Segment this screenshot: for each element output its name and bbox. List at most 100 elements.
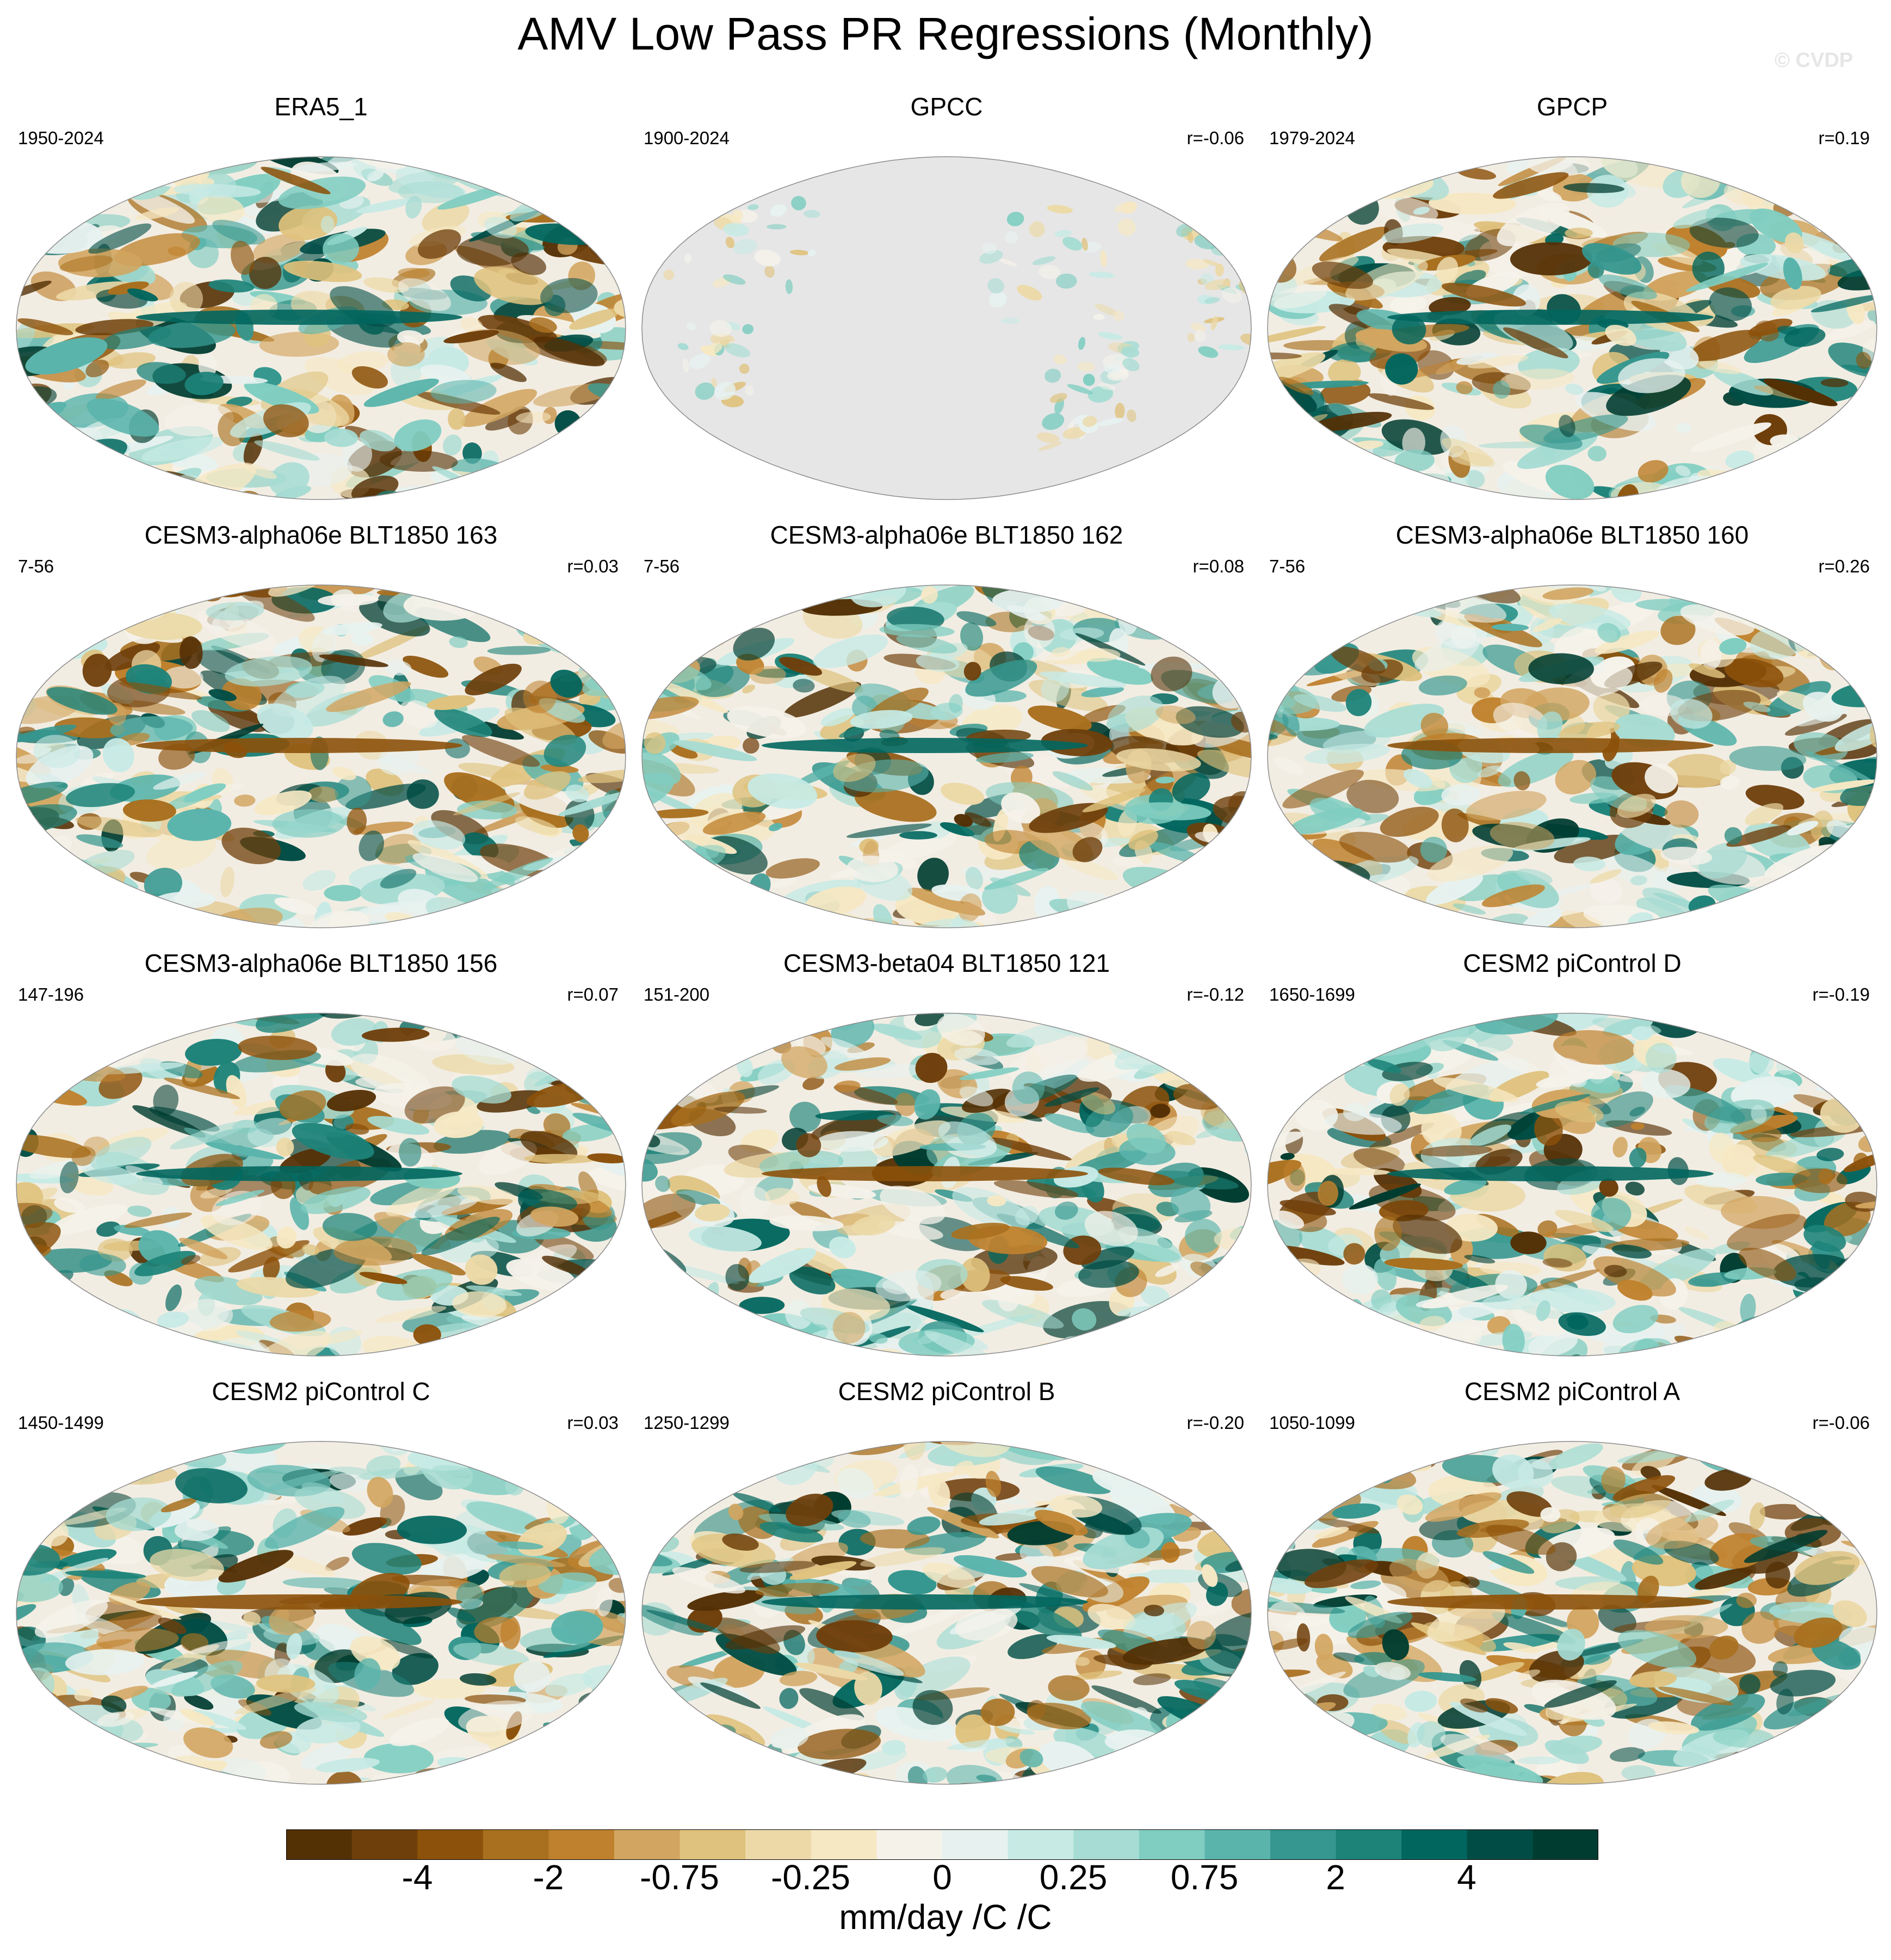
colorbar-swatch <box>1532 1829 1598 1860</box>
panel-title: GPCP <box>1536 93 1608 121</box>
panel-title: CESM2 piControl D <box>1463 949 1682 977</box>
map-outline <box>16 1441 626 1785</box>
panel-title: CESM2 piControl A <box>1464 1377 1680 1406</box>
robinson-map <box>16 1441 626 1785</box>
panel-period: 147-196 <box>18 984 84 1004</box>
robinson-map <box>1267 584 1877 928</box>
copyright-watermark: © CVDP <box>1775 49 1853 72</box>
map-outline <box>1267 156 1877 500</box>
robinson-map <box>1267 1013 1877 1357</box>
map-outline <box>1267 1441 1877 1785</box>
precip-regression-field <box>16 1013 626 1356</box>
map-panel: GPCC 1900-2024 r=-0.06 <box>634 91 1259 521</box>
robinson-map <box>1267 1441 1877 1785</box>
map-outline <box>641 156 1252 500</box>
map-panel: CESM3-alpha06e BLT1850 162 7-56 r=0.08 <box>634 520 1259 950</box>
panel-correlation: r=-0.20 <box>1186 1413 1244 1433</box>
colorbar-tick-label: 4 <box>1457 1858 1476 1897</box>
colorbar-swatch <box>745 1829 812 1860</box>
panel-title: ERA5_1 <box>274 93 368 121</box>
panel-correlation: r=-0.19 <box>1812 984 1870 1004</box>
colorbar-swatch <box>548 1829 615 1860</box>
colorbar-swatch <box>1008 1829 1074 1860</box>
colorbar-swatch <box>1467 1829 1533 1860</box>
colorbar-tick-label: 0.75 <box>1170 1858 1239 1897</box>
panel-title: CESM3-beta04 BLT1850 121 <box>783 949 1110 977</box>
robinson-map <box>16 584 626 928</box>
colorbar-swatch <box>1204 1829 1271 1860</box>
precip-regression-field <box>1268 157 1877 500</box>
robinson-map <box>16 156 626 500</box>
panel-period: 151-200 <box>644 984 710 1004</box>
panel-period: 1979-2024 <box>1269 128 1355 148</box>
robinson-map <box>1267 156 1877 500</box>
panel-period: 7-56 <box>18 556 54 576</box>
map-outline <box>1267 584 1877 928</box>
colorbar-swatch <box>679 1829 746 1860</box>
map-outline <box>1267 1013 1877 1357</box>
panel-period: 7-56 <box>1269 556 1306 576</box>
map-panel: ERA5_1 1950-2024 <box>8 91 634 521</box>
colorbar-tick-label: 0 <box>932 1858 952 1897</box>
colorbar <box>286 1829 1598 1860</box>
panel-period: 1250-1299 <box>644 1413 730 1433</box>
colorbar-tick-label: -0.75 <box>640 1858 719 1897</box>
panel-correlation: r=0.03 <box>567 556 619 576</box>
panel-title: CESM3-alpha06e BLT1850 163 <box>144 521 498 549</box>
map-outline <box>16 584 626 928</box>
colorbar-tick-label: 0.25 <box>1039 1858 1108 1897</box>
figure-title: AMV Low Pass PR Regressions (Monthly) <box>517 8 1374 59</box>
panel-period: 7-56 <box>644 556 680 576</box>
map-panel: CESM2 piControl C 1450-1499 r=0.03 <box>8 1376 634 1806</box>
colorbar-swatch <box>942 1829 1009 1860</box>
map-panel: CESM2 piControl A 1050-1099 r=-0.06 <box>1259 1376 1885 1806</box>
map-panel: CESM3-alpha06e BLT1850 156 147-196 r=0.0… <box>8 948 634 1378</box>
panel-title: GPCC <box>910 93 983 121</box>
colorbar-units: mm/day /C /C <box>839 1897 1052 1937</box>
panel-title: CESM3-alpha06e BLT1850 162 <box>770 521 1123 549</box>
panel-title: CESM3-alpha06e BLT1850 156 <box>144 949 498 977</box>
colorbar-swatch <box>1270 1829 1337 1860</box>
colorbar-swatch <box>876 1829 943 1860</box>
map-panel: CESM3-beta04 BLT1850 121 151-200 r=-0.12 <box>634 948 1259 1378</box>
panel-period: 1050-1099 <box>1269 1413 1355 1433</box>
precip-regression-field <box>1268 1013 1877 1356</box>
map-panel: CESM2 piControl B 1250-1299 r=-0.20 <box>634 1376 1259 1806</box>
robinson-map <box>641 584 1252 928</box>
precip-regression-field <box>16 1441 626 1784</box>
panel-title: CESM2 piControl C <box>212 1377 430 1406</box>
robinson-map <box>641 156 1252 500</box>
colorbar-swatch <box>483 1829 549 1860</box>
colorbar-swatch <box>811 1829 877 1860</box>
map-outline <box>641 1441 1252 1785</box>
precip-regression-field <box>1268 1441 1877 1784</box>
colorbar-swatch <box>351 1829 418 1860</box>
map-outline <box>16 156 626 500</box>
panel-period: 1900-2024 <box>644 128 730 148</box>
panel-period: 1650-1699 <box>1269 984 1355 1004</box>
panel-correlation: r=0.19 <box>1818 128 1870 148</box>
panel-correlation: r=0.03 <box>567 1413 619 1433</box>
colorbar-tick-label: 2 <box>1326 1858 1345 1897</box>
panel-period: 1450-1499 <box>18 1413 104 1433</box>
map-panel: GPCP 1979-2024 r=0.19 <box>1259 91 1885 521</box>
colorbar-tick-label: -0.25 <box>771 1858 850 1897</box>
colorbar-swatch <box>1073 1829 1140 1860</box>
precip-regression-field <box>1268 585 1877 928</box>
robinson-map <box>641 1013 1252 1357</box>
panel-correlation: r=0.07 <box>567 984 619 1004</box>
panel-title: CESM2 piControl B <box>838 1377 1055 1406</box>
map-outline <box>641 1013 1252 1357</box>
panel-correlation: r=-0.06 <box>1186 128 1244 148</box>
map-panel: CESM3-alpha06e BLT1850 163 7-56 r=0.03 <box>8 520 634 950</box>
panel-correlation: r=0.26 <box>1818 556 1870 576</box>
panel-title: CESM3-alpha06e BLT1850 160 <box>1395 521 1749 549</box>
colorbar-swatch <box>614 1829 681 1860</box>
precip-regression-field <box>642 1013 1251 1356</box>
panel-correlation: r=0.08 <box>1192 556 1245 576</box>
robinson-map <box>16 1013 626 1357</box>
precip-regression-field <box>642 585 1251 928</box>
colorbar-outline <box>286 1829 1598 1860</box>
colorbar-tick-label: -2 <box>533 1858 564 1897</box>
map-outline <box>16 1013 626 1357</box>
